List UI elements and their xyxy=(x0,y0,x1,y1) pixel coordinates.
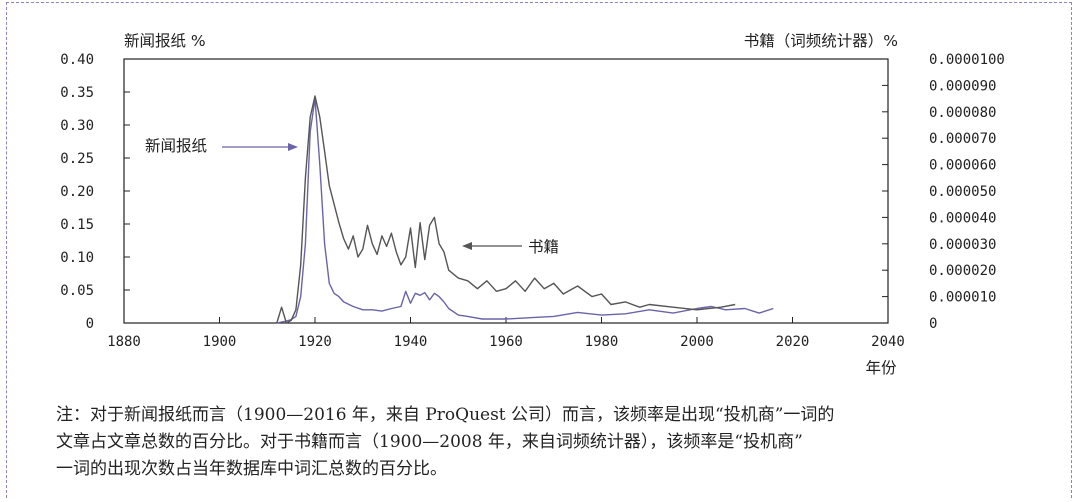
newspaper-annotation-label: 新闻报纸 xyxy=(145,137,207,155)
newspaper-arrow-head xyxy=(288,143,298,151)
right-axis-ticks: 0 0.000010 0.000020 0.000030 0.000040 0.00005… xyxy=(882,52,1005,332)
books-series-line xyxy=(276,95,736,324)
plot-area xyxy=(123,58,889,324)
x-tick-label: 1920 xyxy=(298,334,332,350)
left-tick-label: 0.25 xyxy=(60,151,94,167)
right-tick-label: 0.000050 xyxy=(929,184,996,200)
figure-frame xyxy=(6,2,1072,498)
left-tick-label: 0.20 xyxy=(60,184,94,200)
books-arrow-head xyxy=(462,242,472,250)
x-axis-label: 年份 xyxy=(865,359,897,377)
x-tick-label: 1900 xyxy=(203,334,237,350)
series-layer xyxy=(276,95,774,324)
right-tick-label: 0.0000100 xyxy=(929,52,1005,68)
right-tick-label: 0.000010 xyxy=(929,290,996,306)
left-tick-label: 0 xyxy=(86,316,94,332)
right-tick-label: 0.000040 xyxy=(929,210,996,226)
books-annotation-label: 书籍 xyxy=(528,238,559,256)
left-tick-label: 0.10 xyxy=(60,250,94,266)
right-tick-label: 0.000090 xyxy=(929,78,996,94)
x-tick-label: 1940 xyxy=(394,334,428,350)
footnote: 注：对于新闻报纸而言（1900—2016 年，来自 ProQuest 公司）而言… xyxy=(56,402,1056,483)
footnote-line: 注：对于新闻报纸而言（1900—2016 年，来自 ProQuest 公司）而言… xyxy=(56,405,835,425)
x-tick-label: 2040 xyxy=(871,334,905,350)
right-tick-label: 0.000020 xyxy=(929,263,996,279)
x-axis-ticks: 1880 1900 1920 1940 1960 1980 2000 2020 2040 xyxy=(107,317,905,350)
footnote-line: 一词的出现次数占当年数据库中词汇总数的百分比。 xyxy=(56,459,447,479)
right-tick-label: 0.000080 xyxy=(929,105,996,121)
right-tick-label: 0.000030 xyxy=(929,237,996,253)
left-axis-ticks: 0 0.05 0.10 0.15 0.20 0.25 0.30 0.35 0.40 xyxy=(60,52,130,332)
footnote-line: 文章占文章总数的百分比。对于书籍而言（1900—2008 年，来自词频统计器），… xyxy=(56,432,803,452)
right-tick-label: 0.000070 xyxy=(929,131,996,147)
x-tick-label: 1880 xyxy=(107,334,141,350)
x-tick-label: 1960 xyxy=(489,334,523,350)
left-tick-label: 0.30 xyxy=(60,118,94,134)
left-axis-label: 新闻报纸 % xyxy=(124,32,206,50)
left-tick-label: 0.35 xyxy=(60,85,94,101)
x-tick-label: 1980 xyxy=(585,334,619,350)
chart: 新闻报纸 % 书籍（词频统计器）% 年份 0 0.05 0.10 0.15 0.20 0.… xyxy=(60,32,1005,377)
left-tick-label: 0.40 xyxy=(60,52,94,68)
x-tick-label: 2020 xyxy=(776,334,810,350)
right-tick-label: 0 xyxy=(929,316,937,332)
right-tick-label: 0.000060 xyxy=(929,158,996,174)
newspaper-series-line xyxy=(276,97,774,324)
right-axis-label: 书籍（词频统计器）% xyxy=(744,32,898,50)
left-tick-label: 0.15 xyxy=(60,217,94,233)
x-tick-label: 2000 xyxy=(680,334,714,350)
left-tick-label: 0.05 xyxy=(60,283,94,299)
